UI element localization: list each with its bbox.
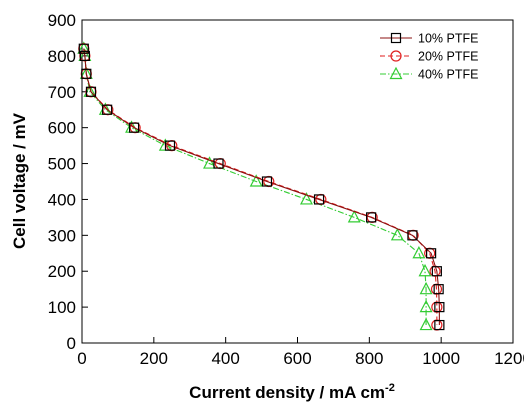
x-axis-title-superscript: -2: [385, 382, 395, 394]
legend-label: 20% PTFE: [418, 50, 478, 64]
data-point: [263, 175, 275, 188]
data-point: [79, 50, 90, 61]
y-tick-label: 700: [48, 83, 76, 102]
series-line: [83, 48, 438, 326]
data-point: [419, 281, 433, 295]
y-tick-label: 500: [48, 155, 76, 174]
y-tick-label: 800: [48, 47, 76, 66]
data-point: [85, 86, 97, 97]
data-point: [81, 68, 92, 79]
y-tick-label: 100: [48, 298, 76, 317]
data-point: [366, 212, 377, 223]
data-point: [213, 158, 224, 169]
y-tick-label: 900: [48, 11, 76, 30]
data-point: [128, 122, 140, 133]
data-point: [347, 210, 361, 223]
x-tick-label: 600: [283, 349, 311, 368]
series-2: [78, 43, 443, 331]
y-tick-label: 400: [48, 190, 76, 209]
series-line: [83, 48, 440, 326]
x-tick-label: 400: [211, 349, 239, 368]
y-tick-label: 600: [48, 119, 76, 138]
data-point: [419, 299, 433, 313]
data-point: [249, 174, 263, 187]
data-point: [390, 228, 404, 241]
data-point: [426, 248, 437, 259]
series-layer: [77, 41, 445, 331]
legend: 10% PTFE 20% PTFE 40% PTFE: [380, 32, 478, 82]
legend-label: 10% PTFE: [418, 32, 478, 46]
series-1: [78, 43, 445, 331]
x-axis-title: Current density / mA cm-2: [189, 382, 395, 402]
data-point: [431, 266, 442, 277]
data-point: [419, 317, 433, 331]
y-tick-label: 0: [67, 334, 76, 353]
data-point: [434, 319, 445, 331]
data-point: [261, 176, 273, 187]
y-tick-label: 300: [48, 226, 76, 245]
y-axis-title: Cell voltage / mV: [10, 112, 29, 249]
series-line: [83, 48, 427, 326]
data-point: [412, 245, 426, 259]
data-point: [203, 156, 216, 169]
x-tick-label: 200: [140, 349, 168, 368]
legend-label: 40% PTFE: [418, 68, 478, 82]
data-point: [433, 284, 444, 295]
data-point: [407, 230, 418, 241]
x-tick-label: 1000: [422, 349, 460, 368]
data-point: [102, 104, 113, 115]
data-point: [434, 302, 445, 313]
legend-marker: [389, 66, 403, 80]
x-tick-label: 800: [355, 349, 383, 368]
legend-marker: [390, 50, 402, 62]
data-point: [299, 192, 313, 205]
data-point: [418, 263, 432, 277]
x-tick-label: 0: [77, 349, 86, 368]
data-point: [313, 194, 325, 205]
data-point: [164, 140, 176, 151]
y-tick-label: 200: [48, 262, 76, 281]
legend-marker: [390, 32, 402, 44]
series-3: [77, 41, 433, 331]
data-point: [78, 43, 89, 54]
